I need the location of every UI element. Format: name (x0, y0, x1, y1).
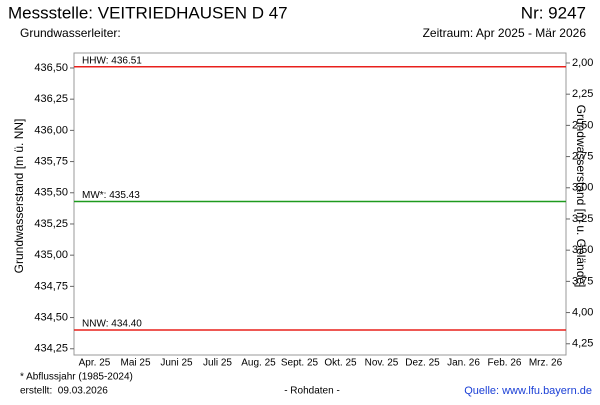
x-tick-label: Jan. 26 (447, 358, 480, 369)
source[interactable]: Quelle: www.lfu.bayern.de (464, 385, 592, 397)
station-number: Nr: 9247 (521, 3, 586, 22)
y-tick-label: 435,75 (34, 155, 68, 167)
y2-tick-label: 3,25 (572, 213, 593, 225)
subtitle-left: Grundwasserleiter: (20, 26, 121, 40)
y2-tick-label: 4,25 (572, 338, 593, 350)
plot-area (73, 52, 567, 356)
x-tick-label: Nov. 25 (365, 358, 399, 369)
y2-tick-label: 3,50 (572, 244, 593, 256)
reference-label: HHW: 436.51 (82, 55, 142, 66)
y2-axis-label: Grundwasserstand [m u. Gelände] (574, 105, 588, 288)
x-tick-label: Feb. 26 (488, 358, 522, 369)
y2-tick-label: 2,00 (572, 57, 593, 69)
subtitle-right: Zeitraum: Apr 2025 - Mär 2026 (423, 26, 587, 40)
created-date: erstellt: 09.03.2026 (20, 386, 108, 397)
y2-tick-label: 2,25 (572, 88, 593, 100)
y-tick-label: 435,00 (34, 249, 68, 261)
y-tick-label: 436,25 (34, 93, 68, 105)
y-tick-label: 434,75 (34, 280, 68, 292)
x-tick-label: Sept. 25 (281, 358, 319, 369)
y-tick-label: 436,00 (34, 124, 68, 136)
y-tick-label: 434,25 (34, 343, 68, 355)
raw-data-note: - Rohdaten - (284, 386, 340, 397)
x-tick-label: Juli 25 (203, 358, 232, 369)
reference-label: MW*: 435.43 (82, 190, 140, 201)
y2-tick-label: 2,75 (572, 150, 593, 162)
x-tick-label: Mrz. 26 (529, 358, 563, 369)
y-tick-label: 436,50 (34, 62, 68, 74)
y2-tick-label: 3,75 (572, 275, 593, 287)
y2-tick-label: 4,00 (572, 306, 593, 318)
x-tick-label: Apr. 25 (79, 358, 111, 369)
x-tick-label: Dez. 25 (405, 358, 440, 369)
y-tick-label: 435,25 (34, 218, 68, 230)
x-tick-label: Juni 25 (160, 358, 193, 369)
x-tick-label: Mai 25 (120, 358, 150, 369)
reference-label: NNW: 434.40 (82, 319, 142, 330)
x-tick-label: Aug. 25 (241, 358, 276, 369)
y-tick-label: 435,50 (34, 187, 68, 199)
footnote: * Abflussjahr (1985-2024) (20, 372, 133, 383)
x-tick-label: Okt. 25 (324, 358, 357, 369)
chart-title: Messstelle: VEITRIEDHAUSEN D 47 (8, 3, 288, 22)
y2-tick-label: 2,50 (572, 119, 593, 131)
y-axis-label: Grundwasserstand [m ü. NN] (12, 119, 26, 274)
y-tick-label: 434,50 (34, 311, 68, 323)
y2-tick-label: 3,00 (572, 182, 593, 194)
